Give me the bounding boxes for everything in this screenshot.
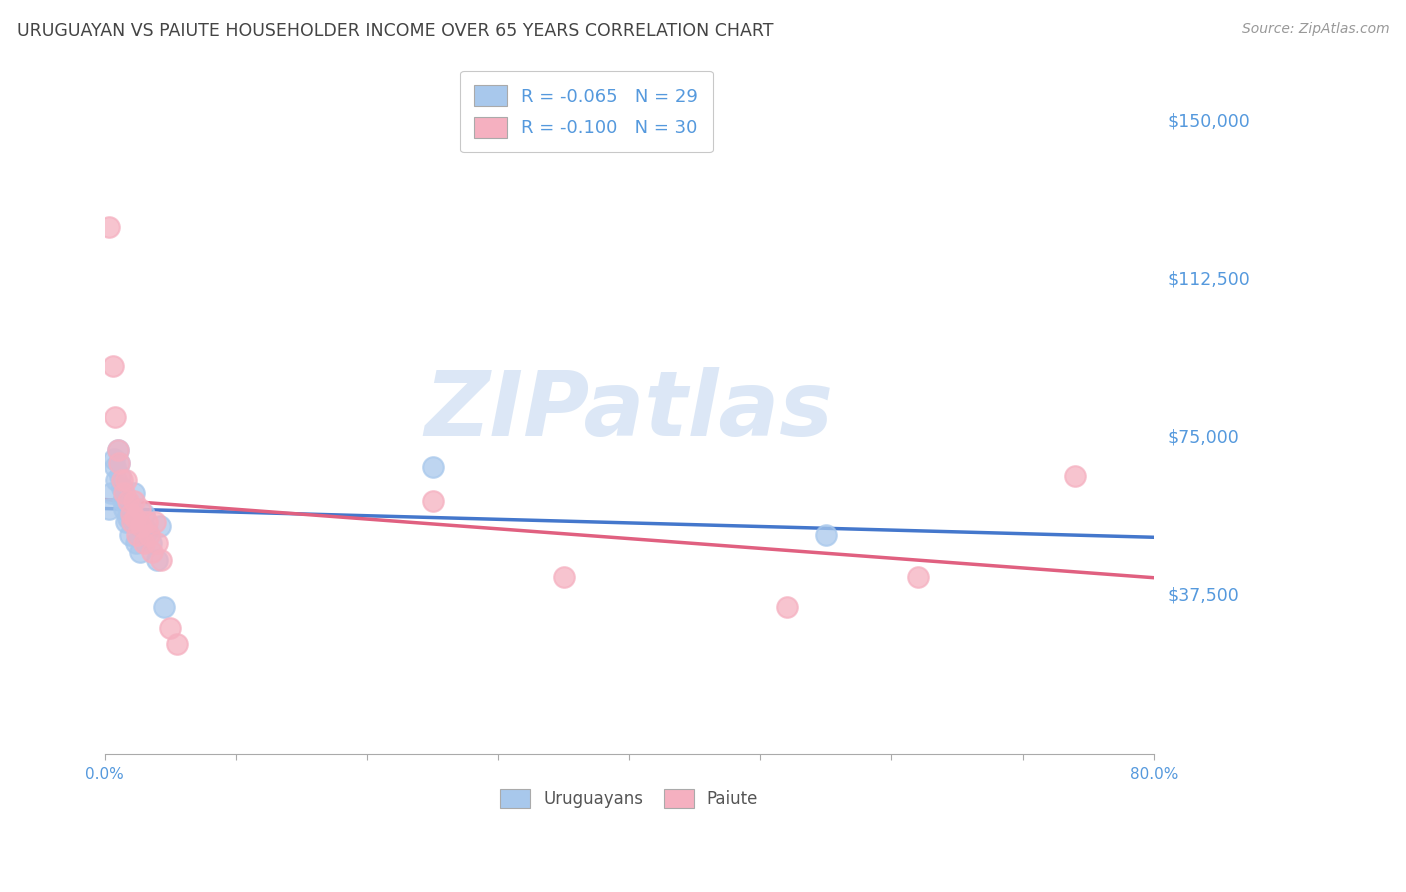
Point <box>553 570 575 584</box>
Point <box>100 485 122 500</box>
Point <box>146 536 169 550</box>
Point <box>131 519 153 533</box>
Point <box>112 502 135 516</box>
Text: URUGUAYAN VS PAIUTE HOUSEHOLDER INCOME OVER 65 YEARS CORRELATION CHART: URUGUAYAN VS PAIUTE HOUSEHOLDER INCOME O… <box>17 22 773 40</box>
Point <box>143 515 166 529</box>
Point <box>122 485 145 500</box>
Point <box>159 621 181 635</box>
Point <box>108 456 131 470</box>
Point <box>125 536 148 550</box>
Point <box>120 502 142 516</box>
Text: $75,000: $75,000 <box>1167 429 1240 447</box>
Point <box>114 515 136 529</box>
Point <box>120 507 142 521</box>
Text: $150,000: $150,000 <box>1167 112 1250 130</box>
Point <box>103 451 125 466</box>
Point <box>111 482 134 496</box>
Point <box>135 515 157 529</box>
Point <box>775 599 797 614</box>
Point <box>1064 468 1087 483</box>
Point <box>814 528 837 542</box>
Point <box>121 515 143 529</box>
Point <box>149 519 172 533</box>
Point <box>166 638 188 652</box>
Text: Source: ZipAtlas.com: Source: ZipAtlas.com <box>1241 22 1389 37</box>
Point <box>132 507 155 521</box>
Point <box>422 460 444 475</box>
Point <box>141 544 163 558</box>
Point <box>97 502 120 516</box>
Point <box>129 502 152 516</box>
Point <box>129 544 152 558</box>
Point <box>107 443 129 458</box>
Point <box>122 494 145 508</box>
Text: $112,500: $112,500 <box>1167 270 1250 288</box>
Point <box>118 528 141 542</box>
Point <box>111 473 134 487</box>
Point <box>127 528 149 542</box>
Point <box>127 515 149 529</box>
Point <box>117 494 139 508</box>
Point <box>146 553 169 567</box>
Text: $37,500: $37,500 <box>1167 587 1240 605</box>
Point <box>101 359 124 373</box>
Legend: Uruguayans, Paiute: Uruguayans, Paiute <box>494 782 765 814</box>
Point <box>105 473 128 487</box>
Point <box>97 219 120 234</box>
Point <box>107 443 129 458</box>
Point <box>135 524 157 538</box>
Point <box>124 511 146 525</box>
Point <box>907 570 929 584</box>
Point <box>112 494 135 508</box>
Point <box>139 536 162 550</box>
Point <box>138 528 160 542</box>
Point <box>422 494 444 508</box>
Point <box>132 536 155 550</box>
Point <box>152 599 174 614</box>
Point <box>150 553 173 567</box>
Point <box>117 511 139 525</box>
Point <box>114 473 136 487</box>
Point <box>112 485 135 500</box>
Point <box>110 468 132 483</box>
Text: ZIPatlas: ZIPatlas <box>425 368 834 455</box>
Point <box>115 494 138 508</box>
Point <box>108 456 131 470</box>
Point <box>104 409 127 424</box>
Point <box>121 515 143 529</box>
Point <box>104 460 127 475</box>
